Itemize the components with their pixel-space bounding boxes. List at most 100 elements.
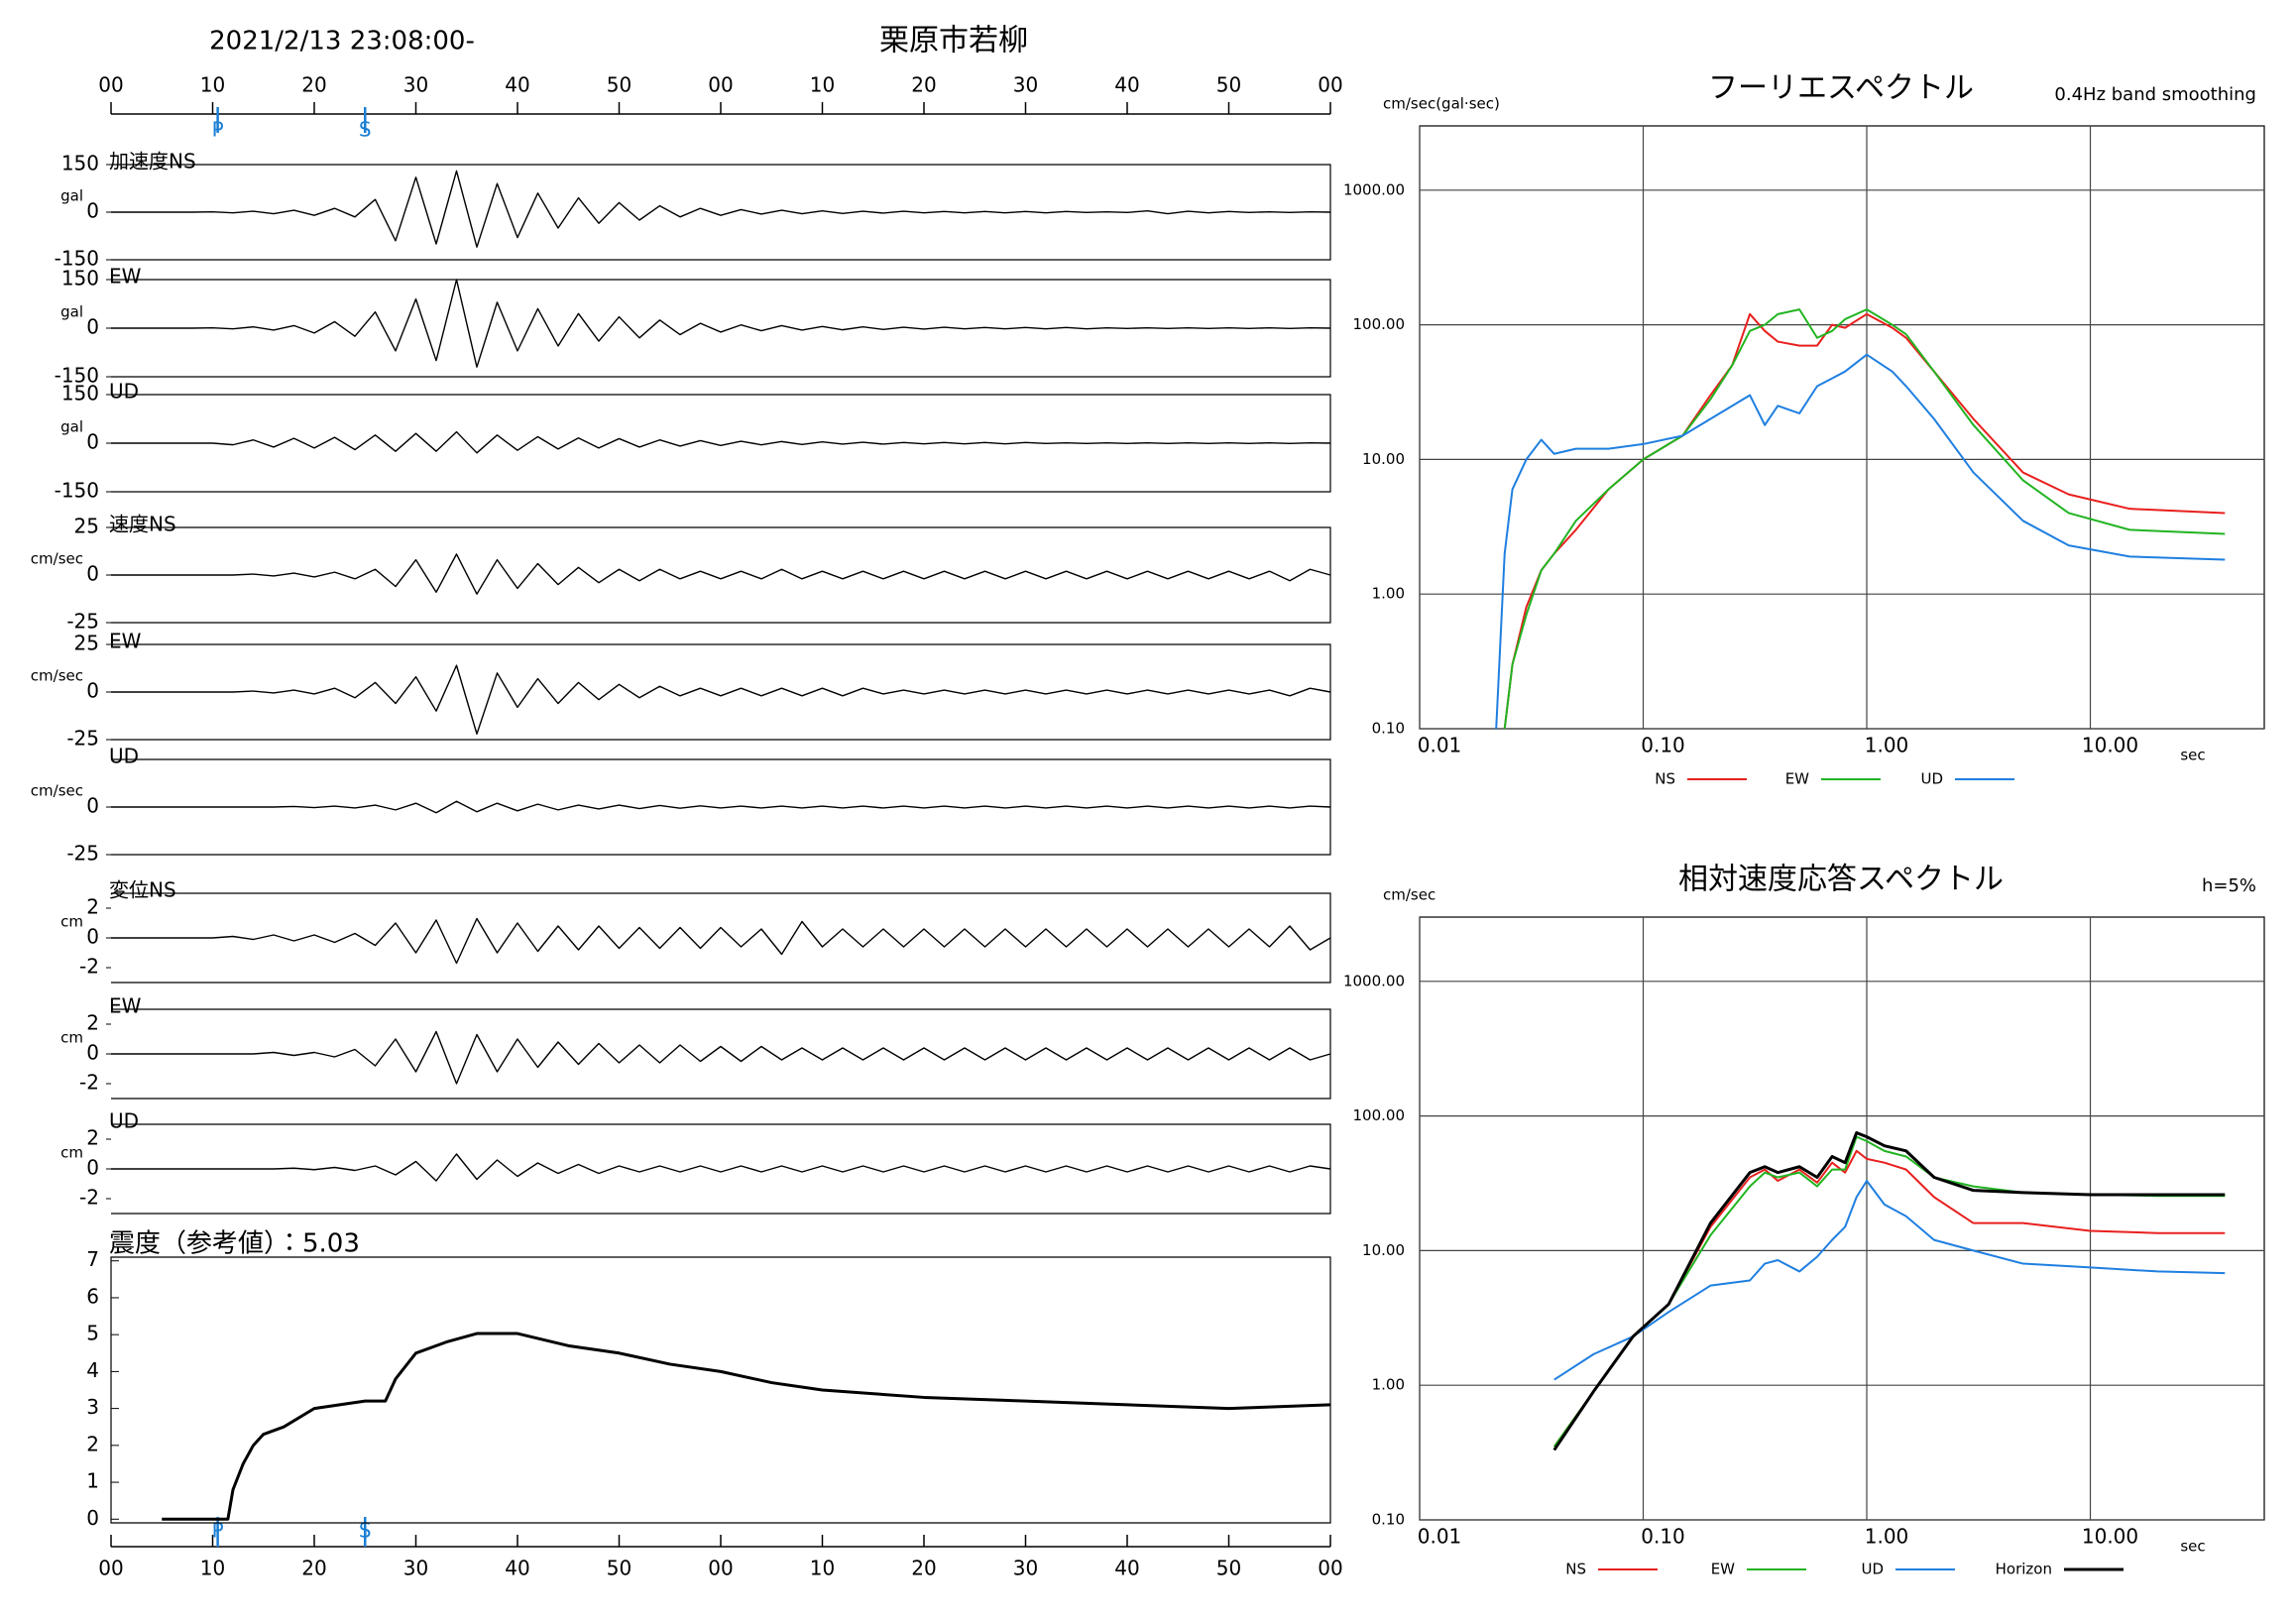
phase-label: P [212,118,224,142]
y-tick-label: 25 [74,632,99,655]
x-tick-label: 00 [98,73,123,97]
spectrum-line [1495,353,2226,730]
x-tick-label: 0.10 [1641,1525,1685,1549]
legend-label: EW [1711,1561,1735,1578]
y-tick-label: 0.10 [1372,720,1405,738]
legend-label: UD [1861,1561,1884,1578]
x-tick-label: 30 [1013,1557,1038,1580]
chart-subtitle: h=5% [2202,875,2256,896]
unit-label: cm [60,1029,83,1047]
y-tick-label: 0 [86,315,99,339]
unit-label: gal [60,418,83,436]
y-tick-label: -2 [79,955,99,979]
spectrum-line [1552,1135,2226,1448]
y-tick-label: 150 [61,382,99,406]
x-tick-label: 10 [810,1557,835,1580]
waveform-trace [111,1030,1331,1085]
chart-title: 相対速度応答スペクトル [1678,863,2004,897]
y-tick-label: -150 [55,364,99,388]
y-tick-label: 6 [86,1284,99,1308]
x-tick-label: 30 [403,73,428,97]
y-tick-label: 0 [86,925,99,949]
panel-label: 速度NS [109,513,176,536]
unit-label: cm/sec [31,550,83,568]
panel-title: 震度（参考値）：5.03 [109,1229,360,1259]
unit-label: cm/sec [31,782,83,800]
x-tick-label: 10.00 [2082,1525,2138,1549]
waveform-trace [111,800,1331,814]
phase-label: S [359,118,372,142]
x-tick-label: 30 [1013,73,1038,97]
y-tick-label: 1000.00 [1343,180,1405,198]
y-tick-label: 0 [86,1506,99,1530]
y-tick-label: -150 [55,479,99,503]
x-tick-label: 0.01 [1418,1525,1462,1549]
panel-label: 変位NS [109,878,176,902]
x-tick-label: 10 [200,73,225,97]
y-tick-label: 0 [86,1041,99,1065]
waveform-trace [111,430,1331,454]
phase-label: P [212,1519,224,1543]
x-axis-label: sec [2180,747,2205,764]
panel-label: EW [109,994,142,1018]
x-tick-label: 00 [708,1557,733,1580]
y-tick-label: -2 [79,1186,99,1210]
waveform-trace [111,1153,1331,1182]
y-tick-label: 7 [86,1247,99,1271]
x-axis-label: sec [2180,1538,2205,1556]
panel-label: EW [109,630,142,653]
y-tick-label: 2 [86,895,99,919]
panel-label: 加速度NS [109,150,196,174]
legend-label: NS [1655,770,1675,788]
spectrum-line [1552,1131,2226,1451]
y-tick-label: 10.00 [1362,450,1405,468]
y-axis-label: cm/sec(gal·sec) [1383,95,1500,113]
x-tick-label: 50 [1216,73,1241,97]
legend-label: Horizon [1996,1561,2052,1578]
y-axis-label: cm/sec [1383,886,1435,904]
x-tick-label: 50 [1216,1557,1241,1580]
unit-label: cm [60,1144,83,1162]
spectrum-line [1503,308,2226,730]
unit-label: cm/sec [31,667,83,685]
unit-label: gal [60,187,83,205]
x-tick-label: 20 [911,73,936,97]
panel-label: UD [109,1109,139,1133]
plot-area [1419,125,2265,730]
y-tick-label: -25 [66,610,99,634]
x-tick-label: 10 [810,73,835,97]
x-tick-label: 40 [505,1557,529,1580]
y-tick-label: 0 [86,679,99,703]
panel-label: EW [109,265,142,289]
intensity-line [162,1332,1331,1521]
x-tick-label: 30 [403,1557,428,1580]
y-tick-label: 4 [86,1358,99,1382]
y-tick-label: 2 [86,1011,99,1035]
y-tick-label: 100.00 [1353,1106,1406,1124]
legend-label: EW [1785,770,1809,788]
y-tick-label: 150 [61,152,99,175]
waveform-trace [111,170,1331,248]
x-tick-label: 20 [301,73,326,97]
y-tick-label: 5 [86,1322,99,1345]
y-tick-label: -150 [55,247,99,271]
y-tick-label: 1000.00 [1343,972,1405,989]
y-tick-label: 10.00 [1362,1241,1405,1259]
y-tick-label: 2 [86,1126,99,1150]
x-tick-label: 50 [607,1557,631,1580]
waveform-trace [111,917,1331,965]
waveform-trace [111,279,1331,368]
plot-area [1419,916,2265,1521]
x-tick-label: 40 [505,73,529,97]
x-tick-label: 50 [607,73,631,97]
y-tick-label: 0 [86,562,99,586]
x-tick-label: 0.01 [1418,734,1462,757]
waveform-trace [111,553,1331,595]
y-tick-label: 0 [86,199,99,223]
x-tick-label: 1.00 [1865,734,1909,757]
y-tick-label: 2 [86,1432,99,1455]
panel-label: UD [109,745,139,768]
